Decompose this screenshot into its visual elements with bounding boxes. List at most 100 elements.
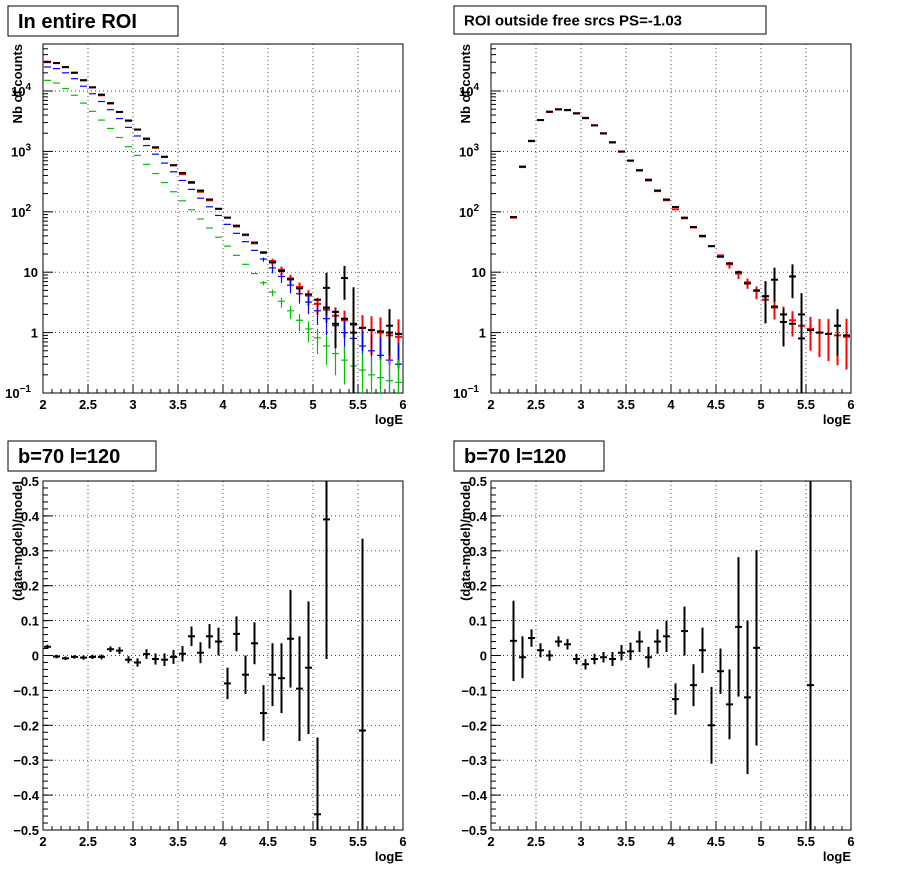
y-tick-label: 0.2 xyxy=(21,579,39,594)
x-tick-label: 5 xyxy=(757,397,764,412)
data-point xyxy=(314,328,321,355)
x-tick-label: 3.5 xyxy=(617,834,635,849)
data-point xyxy=(519,636,526,679)
chart-panel-2: ROI outside free srcs PS=-1.03 2 2.5 3 3.5 4 4… xyxy=(453,5,855,427)
y-tick-label: −0.1 xyxy=(13,683,39,698)
x-tick-label: 4 xyxy=(219,397,227,412)
chart-title-box xyxy=(453,440,605,472)
x-tick-label: 4.5 xyxy=(707,834,725,849)
data-point xyxy=(98,654,105,660)
y-tick-label: 104 xyxy=(459,82,479,99)
data-point xyxy=(744,620,751,775)
y-tick-label: 0.5 xyxy=(21,474,39,489)
x-tick-label: 3 xyxy=(129,834,136,849)
data-point xyxy=(753,286,760,300)
data-point xyxy=(242,655,249,694)
chart-title-box xyxy=(7,5,179,37)
x-tick-label: 4.5 xyxy=(259,397,277,412)
x-tick-label: 6 xyxy=(847,397,854,412)
x-tick-label: 4.5 xyxy=(707,397,725,412)
x-tick-label: 3.5 xyxy=(617,397,635,412)
data-point xyxy=(305,601,312,735)
x-tick-label: 6 xyxy=(399,397,406,412)
x-tick-label: 5.5 xyxy=(797,834,815,849)
data-point xyxy=(116,647,123,655)
x-tick-label: 2 xyxy=(39,397,46,412)
x-tick-label: 3 xyxy=(577,397,584,412)
x-tick-label: 3 xyxy=(577,834,584,849)
data-point xyxy=(807,316,814,351)
y-tick-label: −0.3 xyxy=(461,753,487,768)
data-point xyxy=(591,653,598,665)
data-point xyxy=(555,636,562,647)
y-tick-label: 0.4 xyxy=(469,509,488,524)
data-point xyxy=(314,737,321,830)
chart-title-box xyxy=(453,5,767,35)
data-point xyxy=(807,481,814,830)
y-axis-label: (data-model)/model xyxy=(458,481,473,601)
data-point xyxy=(609,652,616,666)
data-point xyxy=(537,643,544,658)
data-point xyxy=(699,627,706,673)
data-point xyxy=(161,653,168,666)
data-point xyxy=(314,302,321,325)
y-tick-label: 0.3 xyxy=(21,544,39,559)
data-point xyxy=(600,652,607,663)
y-tick-label: 10−1 xyxy=(453,384,479,401)
y-tick-label: −0.2 xyxy=(13,718,39,733)
data-point xyxy=(152,653,159,665)
y-tick-label: 10 xyxy=(24,265,38,280)
y-tick-label: 1 xyxy=(479,326,486,341)
data-point xyxy=(395,359,402,393)
y-tick-label: 1 xyxy=(31,326,38,341)
data-point xyxy=(582,658,589,670)
data-point xyxy=(834,309,841,356)
data-point xyxy=(825,318,832,362)
x-axis-label: logE xyxy=(823,849,851,864)
y-axis-label: Nb of counts xyxy=(458,44,473,123)
x-tick-label: 5.5 xyxy=(349,397,367,412)
y-tick-label: −0.2 xyxy=(461,718,487,733)
y-tick-label: 103 xyxy=(11,142,31,159)
data-point xyxy=(44,644,51,649)
y-axis-label: Nb of counts xyxy=(10,44,25,123)
data-point xyxy=(564,639,571,650)
y-tick-label: 10 xyxy=(472,265,486,280)
data-point xyxy=(528,629,535,647)
y-tick-label: 0.1 xyxy=(469,614,487,629)
data-point xyxy=(663,620,670,653)
x-tick-label: 2 xyxy=(39,834,46,849)
data-point xyxy=(654,629,661,654)
x-axis-label: logE xyxy=(375,412,403,427)
data-point xyxy=(771,267,778,302)
chart-title: ROI outside free srcs PS=-1.03 xyxy=(464,12,682,29)
data-point xyxy=(332,310,339,349)
data-point xyxy=(143,649,150,659)
data-point xyxy=(323,335,330,366)
data-point xyxy=(546,650,553,661)
chart-title-box xyxy=(7,440,157,472)
x-tick-label: 4 xyxy=(667,397,675,412)
data-point xyxy=(53,654,60,659)
data-point xyxy=(296,288,303,304)
data-point xyxy=(368,356,375,393)
data-point xyxy=(80,655,87,660)
y-tick-label: 0 xyxy=(32,649,39,664)
data-point xyxy=(843,318,850,370)
x-tick-label: 5 xyxy=(309,834,316,849)
data-point xyxy=(771,300,778,320)
x-axis-label: logE xyxy=(823,412,851,427)
data-point xyxy=(780,308,787,347)
chart-title: b=70 l=120 xyxy=(18,446,120,468)
data-point xyxy=(789,264,796,299)
y-tick-label: −0.5 xyxy=(13,823,39,838)
y-axis-label: (data-model)/model xyxy=(10,481,25,601)
x-tick-label: 3 xyxy=(129,397,136,412)
chart-title: In entire ROI xyxy=(18,11,137,33)
y-tick-label: 0.3 xyxy=(469,544,487,559)
data-point xyxy=(287,280,294,294)
